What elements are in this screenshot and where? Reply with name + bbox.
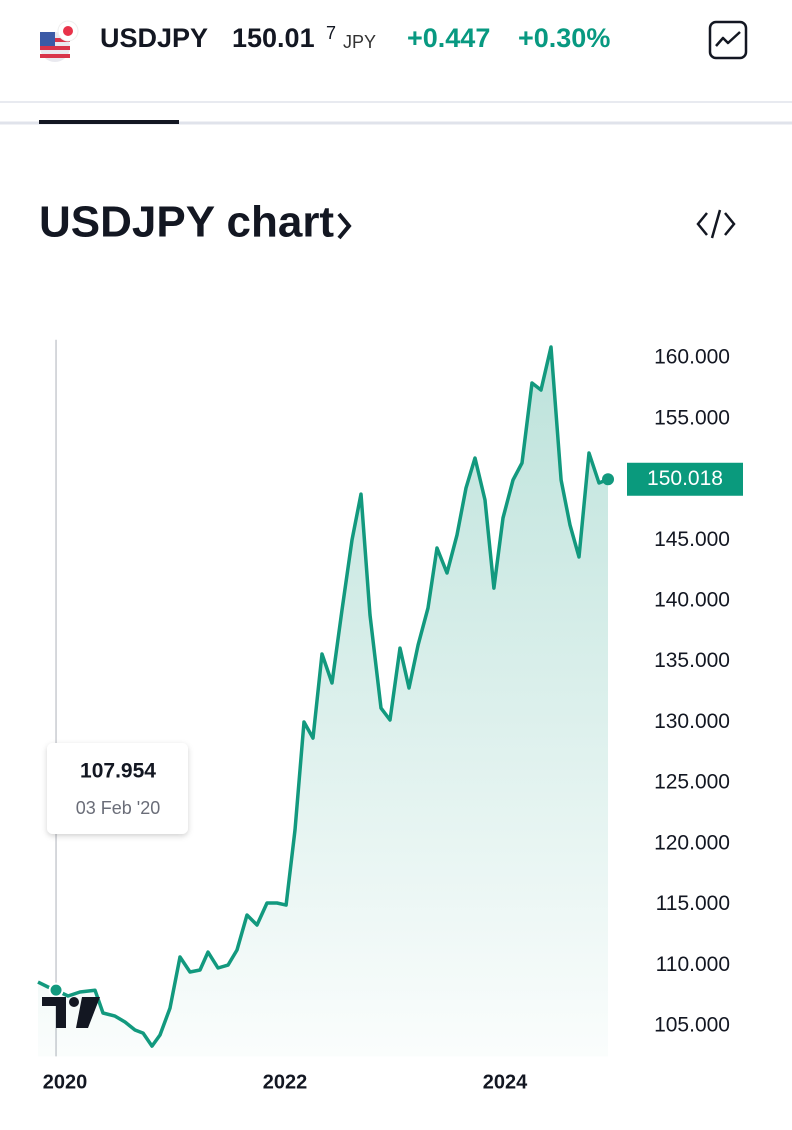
price-last-digit: 7 — [326, 23, 336, 43]
title-chevron[interactable] — [337, 212, 352, 240]
chart: 105.000 110.000 115.000 120.000 125.000 130.0… — [37, 339, 743, 1093]
chart-button[interactable] — [708, 20, 748, 60]
y-tick-label: 160.000 — [654, 346, 730, 369]
y-tick-label: 115.000 — [656, 892, 730, 915]
x-tick-label: 2020 — [43, 1071, 88, 1093]
y-tick-label: 135.000 — [654, 649, 730, 672]
change-percent: +0.30% — [518, 23, 610, 53]
last-point — [602, 473, 615, 486]
section-title[interactable]: USDJPY chart — [39, 198, 334, 247]
crosshair-point — [48, 982, 64, 998]
y-tick-label: 155.000 — [654, 406, 730, 429]
tooltip — [47, 743, 188, 834]
last-price-label: 150.018 — [647, 467, 723, 490]
price-line — [37, 345, 609, 1048]
tradingview-logo — [42, 997, 100, 1028]
currency: JPY — [343, 32, 376, 52]
area — [38, 347, 609, 1057]
y-tick-label: 130.000 — [654, 710, 730, 733]
y-tick-label: 145.000 — [654, 528, 730, 551]
change: +0.447 — [407, 23, 490, 53]
embed-button[interactable] — [696, 209, 736, 239]
tooltip-value: 107.954 — [80, 760, 156, 783]
y-tick-label: 140.000 — [654, 588, 730, 611]
price: 150.01 — [232, 23, 315, 53]
flag-icon — [40, 20, 79, 62]
y-tick-label: 120.000 — [654, 831, 730, 854]
y-tick-label: 125.000 — [654, 771, 730, 794]
symbol: USDJPY — [100, 23, 208, 53]
tooltip-date: 03 Feb '20 — [76, 798, 161, 818]
x-tick-label: 2022 — [263, 1071, 308, 1093]
y-tick-label: 105.000 — [654, 1014, 730, 1037]
y-tick-label: 110.000 — [656, 953, 730, 976]
x-tick-label: 2024 — [483, 1071, 528, 1093]
last-price-tag — [627, 462, 743, 496]
